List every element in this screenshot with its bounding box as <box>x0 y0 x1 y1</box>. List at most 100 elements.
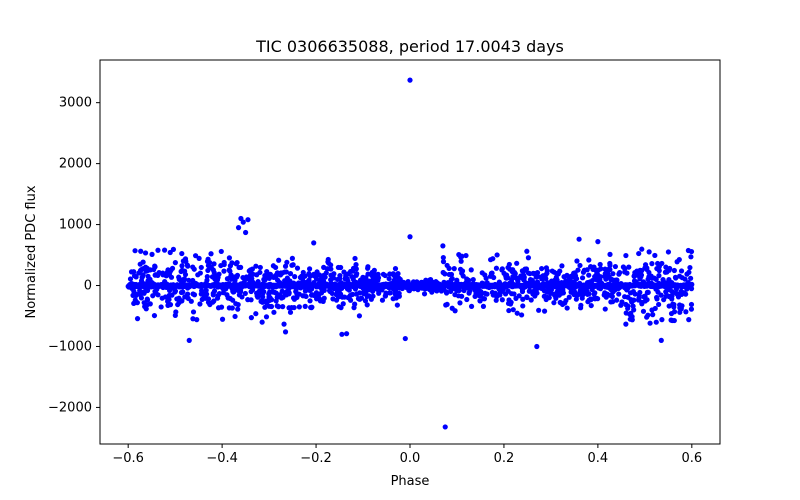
data-point <box>613 277 620 283</box>
data-point <box>636 295 642 301</box>
data-point <box>331 285 337 292</box>
data-point <box>253 311 259 317</box>
data-point <box>659 317 665 323</box>
data-point <box>266 291 272 297</box>
data-point <box>374 286 381 292</box>
data-point <box>458 258 464 264</box>
data-point <box>629 313 635 320</box>
data-point <box>451 266 457 272</box>
data-point <box>134 316 141 322</box>
data-point <box>211 261 217 267</box>
data-point <box>458 254 464 260</box>
data-point <box>129 281 135 287</box>
data-point <box>561 274 567 280</box>
data-point <box>664 269 670 275</box>
data-point <box>656 301 662 308</box>
data-point <box>566 294 572 300</box>
data-point <box>491 283 498 289</box>
data-point <box>353 262 359 268</box>
data-point <box>521 274 527 280</box>
data-point <box>467 283 474 289</box>
data-point <box>506 307 512 314</box>
data-point <box>199 288 205 294</box>
data-point <box>514 260 520 266</box>
data-point <box>642 293 648 299</box>
data-point <box>618 280 624 287</box>
data-point <box>339 331 345 337</box>
data-point <box>551 300 557 306</box>
data-point <box>263 314 270 320</box>
data-point <box>520 296 526 302</box>
data-point <box>324 266 330 272</box>
data-point <box>588 264 594 270</box>
data-point <box>259 286 265 292</box>
data-point <box>138 248 144 254</box>
data-point <box>287 271 294 277</box>
data-point <box>566 284 572 290</box>
data-point <box>211 298 217 304</box>
data-point <box>463 252 469 259</box>
data-point <box>273 290 279 296</box>
data-point <box>273 298 279 304</box>
data-point <box>669 279 675 286</box>
data-point <box>330 296 336 302</box>
data-point <box>539 265 545 272</box>
data-point <box>407 77 413 83</box>
data-point <box>510 307 516 313</box>
data-point <box>442 424 448 430</box>
data-point <box>216 271 222 277</box>
data-point <box>468 303 475 309</box>
data-point <box>497 289 503 295</box>
data-point <box>302 303 308 309</box>
data-point <box>581 267 588 273</box>
data-point <box>524 248 530 254</box>
data-point <box>602 306 608 312</box>
data-point <box>218 304 225 310</box>
data-point <box>486 284 492 291</box>
data-point <box>202 293 208 299</box>
data-point <box>499 297 505 303</box>
data-point <box>339 285 345 291</box>
data-point <box>608 287 614 293</box>
data-point <box>242 283 248 289</box>
data-point <box>623 301 629 308</box>
data-point <box>392 291 398 297</box>
data-point <box>289 255 295 261</box>
data-point <box>192 253 199 259</box>
data-point <box>678 289 684 295</box>
data-point <box>598 266 604 272</box>
data-point <box>238 264 244 270</box>
data-point <box>211 288 218 294</box>
data-point <box>242 290 248 297</box>
x-tick-label: 0.0 <box>400 451 421 466</box>
data-point <box>595 239 601 245</box>
data-point <box>658 337 664 343</box>
data-point <box>226 305 232 311</box>
data-point <box>647 320 653 326</box>
data-point <box>506 261 512 268</box>
data-point <box>131 273 138 279</box>
data-point <box>339 294 345 300</box>
data-point <box>398 279 404 285</box>
data-point <box>240 274 246 281</box>
data-point <box>260 294 266 300</box>
data-point <box>195 272 201 278</box>
data-point <box>448 288 454 295</box>
data-point <box>355 296 362 302</box>
data-point <box>205 262 211 269</box>
data-point <box>636 250 642 257</box>
data-point <box>592 290 598 296</box>
data-point <box>287 282 293 288</box>
data-point <box>296 291 302 297</box>
data-point <box>224 276 231 282</box>
data-point <box>673 275 679 281</box>
data-point <box>586 257 592 263</box>
data-point <box>669 293 675 299</box>
data-point <box>688 286 695 292</box>
data-point <box>440 243 446 249</box>
data-point <box>493 297 499 303</box>
data-point <box>618 302 624 308</box>
data-point <box>140 259 146 265</box>
data-point <box>307 287 313 294</box>
data-point <box>565 279 571 285</box>
